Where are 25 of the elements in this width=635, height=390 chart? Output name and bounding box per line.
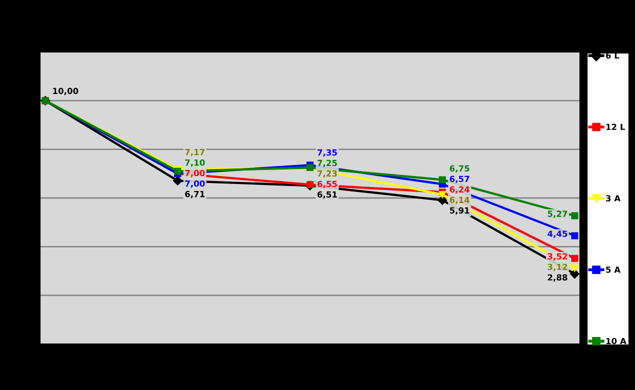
data-label: 6,51 (317, 191, 337, 199)
legend-label: 10 A (606, 338, 626, 344)
data-label: 2,88 (548, 274, 568, 282)
legend-label: 3 A (606, 195, 621, 202)
data-label: 3,52 (548, 253, 568, 261)
data-label: 6,57 (450, 176, 470, 184)
data-label: 5,91 (450, 207, 470, 215)
data-label: 7,00 (185, 180, 205, 188)
data-label: 5,27 (548, 210, 568, 218)
data-label: 6,75 (450, 165, 470, 173)
data-label: 6,71 (185, 190, 205, 198)
data-label: 7,23 (318, 170, 337, 178)
data-label: 10,00 (53, 88, 78, 96)
data-label: 3,12 (548, 264, 568, 272)
data-label: 6,24 (450, 186, 470, 194)
data-label: 7,00 (185, 170, 205, 178)
legend-label: 12 L (606, 124, 626, 130)
data-label: 7,17 (185, 148, 204, 156)
data-label: 4,45 (548, 230, 568, 238)
data-label: 6,14 (450, 196, 470, 204)
data-label: 7,25 (318, 160, 337, 168)
data-label: 7,35 (318, 149, 337, 157)
legend-label: 5 A (606, 266, 621, 273)
data-label: 7,10 (185, 159, 205, 167)
data-label: 6,55 (317, 180, 337, 188)
